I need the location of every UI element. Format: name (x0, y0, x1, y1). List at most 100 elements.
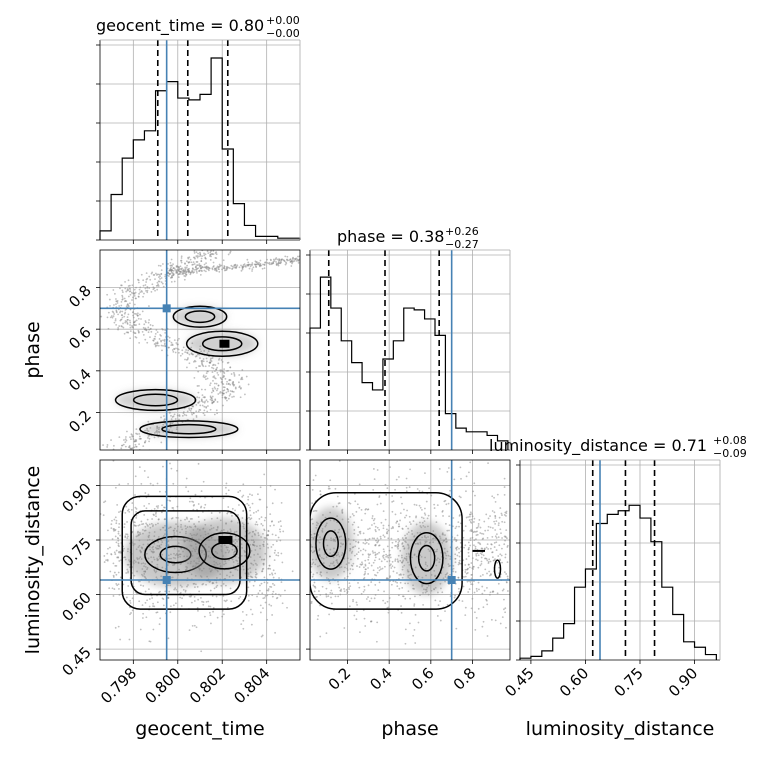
sample-point (493, 496, 495, 499)
sample-point (260, 582, 263, 585)
sample-point (123, 439, 125, 441)
sample-point (367, 584, 370, 587)
sample-point (193, 503, 196, 506)
sample-point (449, 489, 451, 492)
sample-point (187, 349, 190, 352)
sample-point (167, 335, 169, 338)
sample-point (177, 266, 180, 268)
sample-point (395, 544, 397, 547)
sample-point (118, 593, 121, 596)
sample-point (386, 545, 389, 548)
sample-point (180, 257, 183, 259)
sample-point (139, 584, 142, 587)
sample-point (174, 418, 177, 420)
sample-point (364, 549, 367, 552)
sample-point (472, 490, 475, 493)
contour-line (172, 305, 228, 328)
sample-point (241, 266, 244, 269)
sample-point (257, 493, 259, 496)
sample-point (442, 515, 444, 517)
sample-point (261, 524, 264, 527)
sample-point (357, 526, 360, 529)
sample-point (175, 347, 177, 350)
sample-point (192, 261, 195, 264)
sample-point (368, 562, 371, 565)
sample-point (256, 595, 258, 598)
sample-point (212, 610, 214, 613)
sample-point (147, 493, 150, 496)
sample-point (207, 405, 209, 407)
sample-point (409, 523, 412, 525)
sample-point (417, 621, 420, 624)
sample-point (252, 584, 255, 587)
sample-point (353, 529, 356, 531)
sample-point (134, 291, 137, 294)
sample-point (505, 515, 507, 517)
sample-point (499, 622, 502, 625)
sample-point (167, 275, 170, 277)
sample-point (176, 339, 179, 342)
sample-point (319, 493, 322, 496)
sample-point (311, 575, 314, 578)
sample-point (278, 593, 280, 596)
sample-point (152, 513, 155, 516)
sample-point (506, 544, 509, 547)
sample-point (339, 589, 342, 592)
sample-point (148, 434, 151, 437)
sample-point (482, 606, 485, 609)
sample-point (147, 420, 150, 423)
sample-point (358, 483, 361, 486)
sample-point (149, 324, 152, 326)
sample-point (430, 494, 433, 497)
sample-point (133, 292, 136, 295)
sample-point (382, 524, 385, 527)
sample-point (374, 525, 377, 528)
sample-point (172, 482, 175, 485)
sample-point (446, 529, 449, 532)
sample-point (329, 582, 331, 585)
sample-point (351, 565, 354, 567)
sample-point (202, 396, 205, 399)
panel-geocent-time-luminosity-distance (99, 459, 301, 661)
sample-point (198, 263, 201, 265)
sample-point (357, 534, 359, 536)
sample-point (468, 546, 470, 549)
sample-point (275, 257, 278, 259)
sample-point (137, 524, 140, 527)
sample-point (390, 567, 393, 569)
sample-point (209, 247, 211, 249)
sample-point (226, 399, 228, 402)
sample-point (157, 264, 160, 267)
sample-point (138, 313, 141, 316)
sample-point (215, 382, 218, 385)
sample-point (145, 272, 148, 275)
sample-point (495, 536, 498, 539)
sample-point (176, 590, 179, 593)
sample-point (125, 331, 128, 334)
sample-point (397, 547, 399, 550)
sample-point (413, 604, 416, 607)
truth-marker (447, 576, 456, 584)
sample-point (190, 353, 193, 355)
sample-point (387, 537, 390, 540)
sample-point (228, 394, 231, 397)
sample-point (221, 615, 224, 618)
contour-line (184, 310, 216, 324)
sample-point (187, 357, 189, 359)
sample-point (232, 390, 235, 393)
sample-point (470, 574, 473, 576)
sample-point (135, 514, 138, 517)
sample-point (216, 366, 218, 369)
sample-point (97, 304, 99, 306)
sample-point (111, 587, 114, 590)
sample-point (454, 561, 457, 564)
sample-point (470, 577, 473, 580)
sample-point (255, 265, 257, 268)
sample-point (188, 362, 191, 365)
sample-point (310, 602, 313, 605)
sample-point (251, 270, 253, 272)
sample-point (121, 296, 124, 298)
sample-point (501, 616, 504, 618)
sample-point (118, 588, 120, 590)
sample-point (197, 391, 200, 394)
